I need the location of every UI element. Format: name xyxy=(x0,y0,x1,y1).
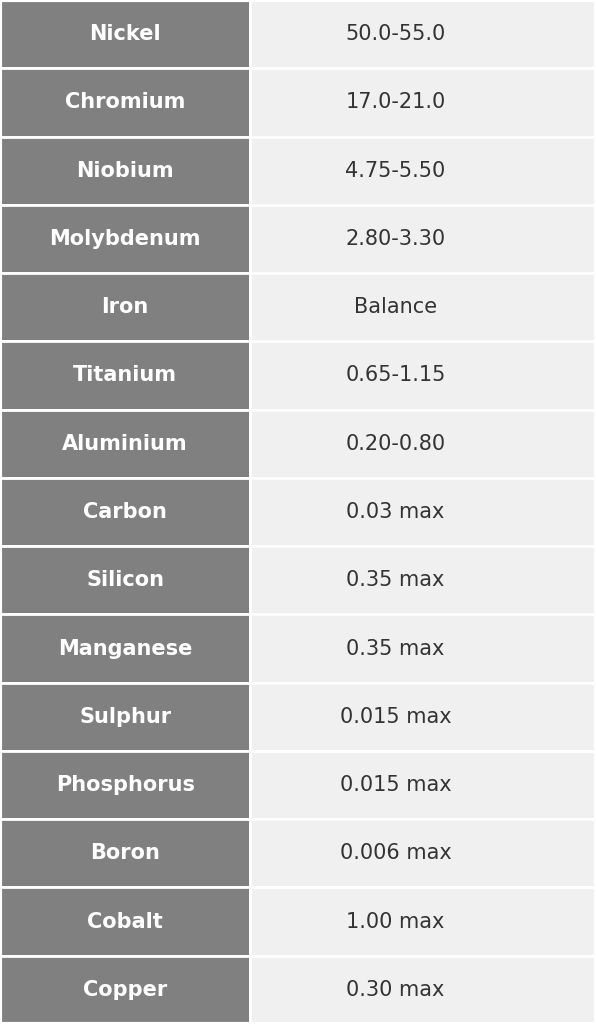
Text: 17.0-21.0: 17.0-21.0 xyxy=(345,92,446,113)
Text: 0.35 max: 0.35 max xyxy=(346,639,445,658)
Text: Boron: Boron xyxy=(90,844,160,863)
Bar xyxy=(0,136,250,205)
Bar xyxy=(250,819,596,888)
Text: Nickel: Nickel xyxy=(89,25,161,44)
Bar xyxy=(0,751,250,819)
Bar xyxy=(250,614,596,683)
Text: Phosphorus: Phosphorus xyxy=(55,775,195,795)
Text: Chromium: Chromium xyxy=(65,92,185,113)
Bar xyxy=(250,955,596,1024)
Text: 0.006 max: 0.006 max xyxy=(340,844,451,863)
Bar xyxy=(0,614,250,683)
Bar xyxy=(0,410,250,478)
Bar xyxy=(250,683,596,751)
Bar xyxy=(0,273,250,341)
Bar xyxy=(0,69,250,136)
Text: 1.00 max: 1.00 max xyxy=(346,911,445,932)
Text: 0.015 max: 0.015 max xyxy=(340,707,451,727)
Text: Titanium: Titanium xyxy=(73,366,177,385)
Text: 0.65-1.15: 0.65-1.15 xyxy=(345,366,446,385)
Bar xyxy=(0,341,250,410)
Bar xyxy=(250,341,596,410)
Text: 0.35 max: 0.35 max xyxy=(346,570,445,590)
Text: Carbon: Carbon xyxy=(83,502,167,522)
Text: Copper: Copper xyxy=(83,980,167,999)
Text: Sulphur: Sulphur xyxy=(79,707,171,727)
Bar xyxy=(250,410,596,478)
Text: Balance: Balance xyxy=(354,297,437,317)
Bar xyxy=(0,205,250,273)
Bar xyxy=(0,0,250,69)
Bar xyxy=(0,546,250,614)
Text: Iron: Iron xyxy=(101,297,149,317)
Text: 4.75-5.50: 4.75-5.50 xyxy=(345,161,446,180)
Bar xyxy=(0,478,250,546)
Bar xyxy=(250,478,596,546)
Text: Niobium: Niobium xyxy=(76,161,174,180)
Bar xyxy=(0,683,250,751)
Bar xyxy=(250,205,596,273)
Text: 0.03 max: 0.03 max xyxy=(346,502,445,522)
Bar xyxy=(250,546,596,614)
Text: Manganese: Manganese xyxy=(58,639,193,658)
Bar xyxy=(250,136,596,205)
Text: 50.0-55.0: 50.0-55.0 xyxy=(345,25,446,44)
Text: 0.30 max: 0.30 max xyxy=(346,980,445,999)
Bar xyxy=(250,69,596,136)
Bar xyxy=(0,955,250,1024)
Bar xyxy=(250,888,596,955)
Text: Molybdenum: Molybdenum xyxy=(49,229,201,249)
Text: Aluminium: Aluminium xyxy=(63,434,188,454)
Bar xyxy=(250,273,596,341)
Bar xyxy=(0,888,250,955)
Text: 2.80-3.30: 2.80-3.30 xyxy=(346,229,446,249)
Bar xyxy=(0,819,250,888)
Bar xyxy=(250,0,596,69)
Text: Silicon: Silicon xyxy=(86,570,164,590)
Text: 0.015 max: 0.015 max xyxy=(340,775,451,795)
Text: 0.20-0.80: 0.20-0.80 xyxy=(346,434,446,454)
Bar xyxy=(250,751,596,819)
Text: Cobalt: Cobalt xyxy=(87,911,163,932)
